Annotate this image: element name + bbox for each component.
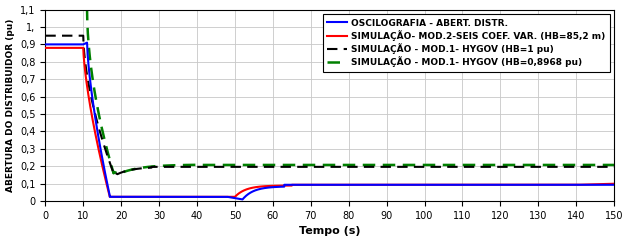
SIMULAÇÃO - MOD.1- HYGOV (HB=1 pu)	[387, 165, 395, 168]
SIMULAÇÃO - MOD.1- HYGOV (HB=1 pu)	[67, 34, 75, 37]
SIMULAÇÃO - MOD.1- HYGOV (HB=1 pu)	[103, 153, 111, 156]
SIMULAÇÃO- MOD.2-SEIS COEF. VAR. (HB=85,2 m)	[109, 195, 116, 198]
SIMULAÇÃO - MOD.1- HYGOV (HB=1 pu)	[42, 34, 49, 37]
OSCILOGRAFIA - ABERT. DISTR.	[42, 43, 49, 46]
SIMULAÇÃO - MOD.1- HYGOV (HB=0,8968 pu)	[520, 164, 528, 166]
Line: SIMULAÇÃO - MOD.1- HYGOV (HB=1 pu): SIMULAÇÃO - MOD.1- HYGOV (HB=1 pu)	[45, 36, 614, 174]
SIMULAÇÃO - MOD.1- HYGOV (HB=0,8968 pu)	[218, 164, 226, 166]
OSCILOGRAFIA - ABERT. DISTR.	[83, 41, 91, 44]
OSCILOGRAFIA - ABERT. DISTR.	[499, 183, 507, 186]
SIMULAÇÃO - MOD.1- HYGOV (HB=0,8968 pu)	[180, 164, 187, 166]
OSCILOGRAFIA - ABERT. DISTR.	[125, 195, 133, 198]
Line: OSCILOGRAFIA - ABERT. DISTR.: OSCILOGRAFIA - ABERT. DISTR.	[45, 43, 614, 199]
OSCILOGRAFIA - ABERT. DISTR.	[357, 183, 364, 186]
OSCILOGRAFIA - ABERT. DISTR.	[239, 198, 247, 201]
Line: SIMULAÇÃO - MOD.1- HYGOV (HB=0,8968 pu): SIMULAÇÃO - MOD.1- HYGOV (HB=0,8968 pu)	[45, 9, 614, 174]
SIMULAÇÃO - MOD.1- HYGOV (HB=0,8968 pu)	[111, 171, 118, 174]
SIMULAÇÃO- MOD.2-SEIS COEF. VAR. (HB=85,2 m)	[106, 195, 114, 198]
X-axis label: Tempo (s): Tempo (s)	[299, 227, 360, 236]
SIMULAÇÃO - MOD.1- HYGOV (HB=0,8968 pu)	[116, 172, 123, 175]
SIMULAÇÃO - MOD.1- HYGOV (HB=0,8968 pu)	[96, 119, 104, 122]
SIMULAÇÃO - MOD.1- HYGOV (HB=1 pu)	[77, 34, 85, 37]
SIMULAÇÃO - MOD.1- HYGOV (HB=0,8968 pu)	[610, 164, 618, 166]
SIMULAÇÃO - MOD.1- HYGOV (HB=1 pu)	[50, 34, 57, 37]
SIMULAÇÃO - MOD.1- HYGOV (HB=0,8968 pu)	[42, 8, 49, 11]
SIMULAÇÃO- MOD.2-SEIS COEF. VAR. (HB=85,2 m)	[42, 46, 49, 49]
SIMULAÇÃO - MOD.1- HYGOV (HB=1 pu)	[146, 166, 153, 169]
SIMULAÇÃO- MOD.2-SEIS COEF. VAR. (HB=85,2 m)	[610, 182, 618, 185]
SIMULAÇÃO - MOD.1- HYGOV (HB=1 pu)	[114, 173, 121, 176]
Line: SIMULAÇÃO- MOD.2-SEIS COEF. VAR. (HB=85,2 m): SIMULAÇÃO- MOD.2-SEIS COEF. VAR. (HB=85,…	[45, 48, 614, 197]
SIMULAÇÃO - MOD.1- HYGOV (HB=0,8968 pu)	[347, 164, 354, 166]
OSCILOGRAFIA - ABERT. DISTR.	[260, 187, 268, 189]
OSCILOGRAFIA - ABERT. DISTR.	[101, 171, 109, 174]
SIMULAÇÃO- MOD.2-SEIS COEF. VAR. (HB=85,2 m)	[303, 183, 311, 186]
Y-axis label: ABERTURA DO DISTRIBUIDOR (pu): ABERTURA DO DISTRIBUIDOR (pu)	[6, 19, 14, 192]
Legend: OSCILOGRAFIA - ABERT. DISTR., SIMULAÇÃO- MOD.2-SEIS COEF. VAR. (HB=85,2 m), SIMU: OSCILOGRAFIA - ABERT. DISTR., SIMULAÇÃO-…	[323, 14, 610, 72]
SIMULAÇÃO - MOD.1- HYGOV (HB=1 pu)	[610, 165, 618, 168]
OSCILOGRAFIA - ABERT. DISTR.	[111, 195, 118, 198]
SIMULAÇÃO- MOD.2-SEIS COEF. VAR. (HB=85,2 m)	[49, 46, 57, 49]
OSCILOGRAFIA - ABERT. DISTR.	[610, 183, 618, 186]
SIMULAÇÃO- MOD.2-SEIS COEF. VAR. (HB=85,2 m)	[115, 195, 123, 198]
SIMULAÇÃO- MOD.2-SEIS COEF. VAR. (HB=85,2 m)	[65, 46, 72, 49]
SIMULAÇÃO- MOD.2-SEIS COEF. VAR. (HB=85,2 m)	[229, 195, 237, 198]
